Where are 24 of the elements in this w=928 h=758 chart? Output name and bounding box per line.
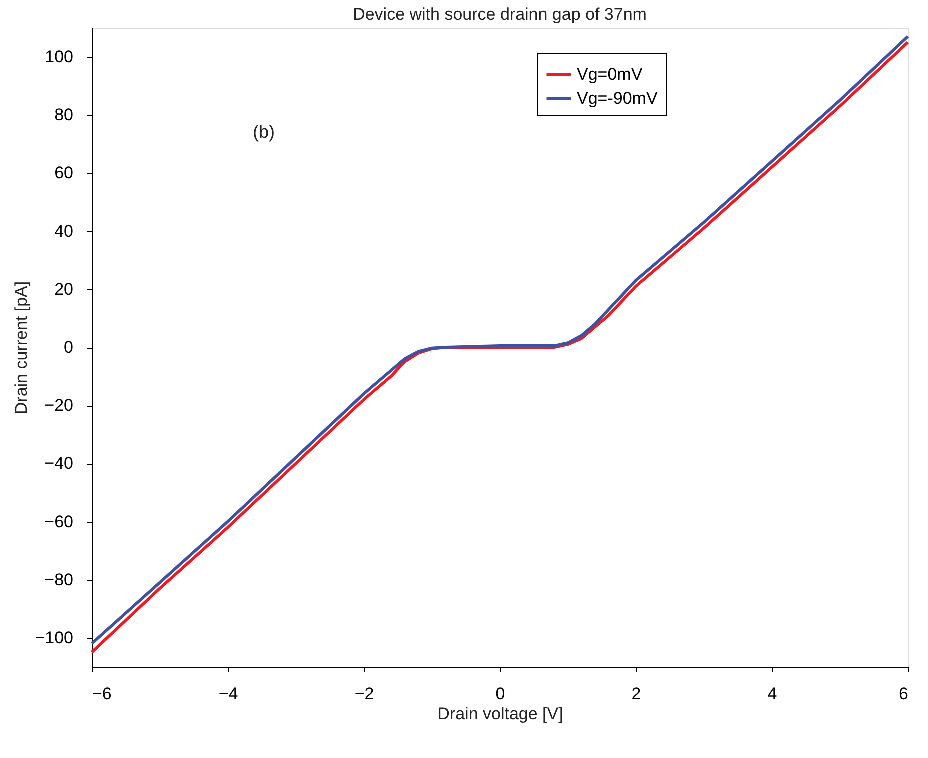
y-tick-label: −80	[44, 570, 74, 590]
x-tick-label: 2	[632, 684, 642, 704]
y-tick-label: 40	[54, 222, 74, 241]
x-axis-title: Drain voltage [V]	[438, 704, 564, 724]
y-tick-label: 0	[64, 338, 74, 357]
y-tick-label: −40	[44, 454, 74, 474]
x-tick-label: −4	[218, 684, 238, 704]
y-tick-label: 100	[45, 48, 74, 67]
x-tick-label: 6	[899, 684, 908, 704]
x-tick-label: 0	[496, 684, 506, 704]
x-tick-label: −2	[354, 684, 374, 704]
y-tick-label: 20	[54, 280, 74, 299]
chart-title: Device with source drainn gap of 37nm	[353, 5, 647, 24]
y-tick-label: −60	[44, 512, 74, 532]
y-axis-title: Drain current [pA]	[12, 281, 32, 415]
y-tick-label: 80	[54, 106, 74, 125]
x-tick-label: −6	[92, 684, 112, 704]
annotation: (b)	[253, 122, 275, 142]
legend-label: Vg=-90mV	[577, 89, 658, 108]
x-tick-label: 4	[768, 684, 778, 704]
y-tick-label: −20	[44, 396, 74, 416]
legend-label: Vg=0mV	[577, 65, 644, 84]
y-tick-label: −100	[35, 628, 74, 648]
y-tick-label: 60	[54, 164, 74, 183]
